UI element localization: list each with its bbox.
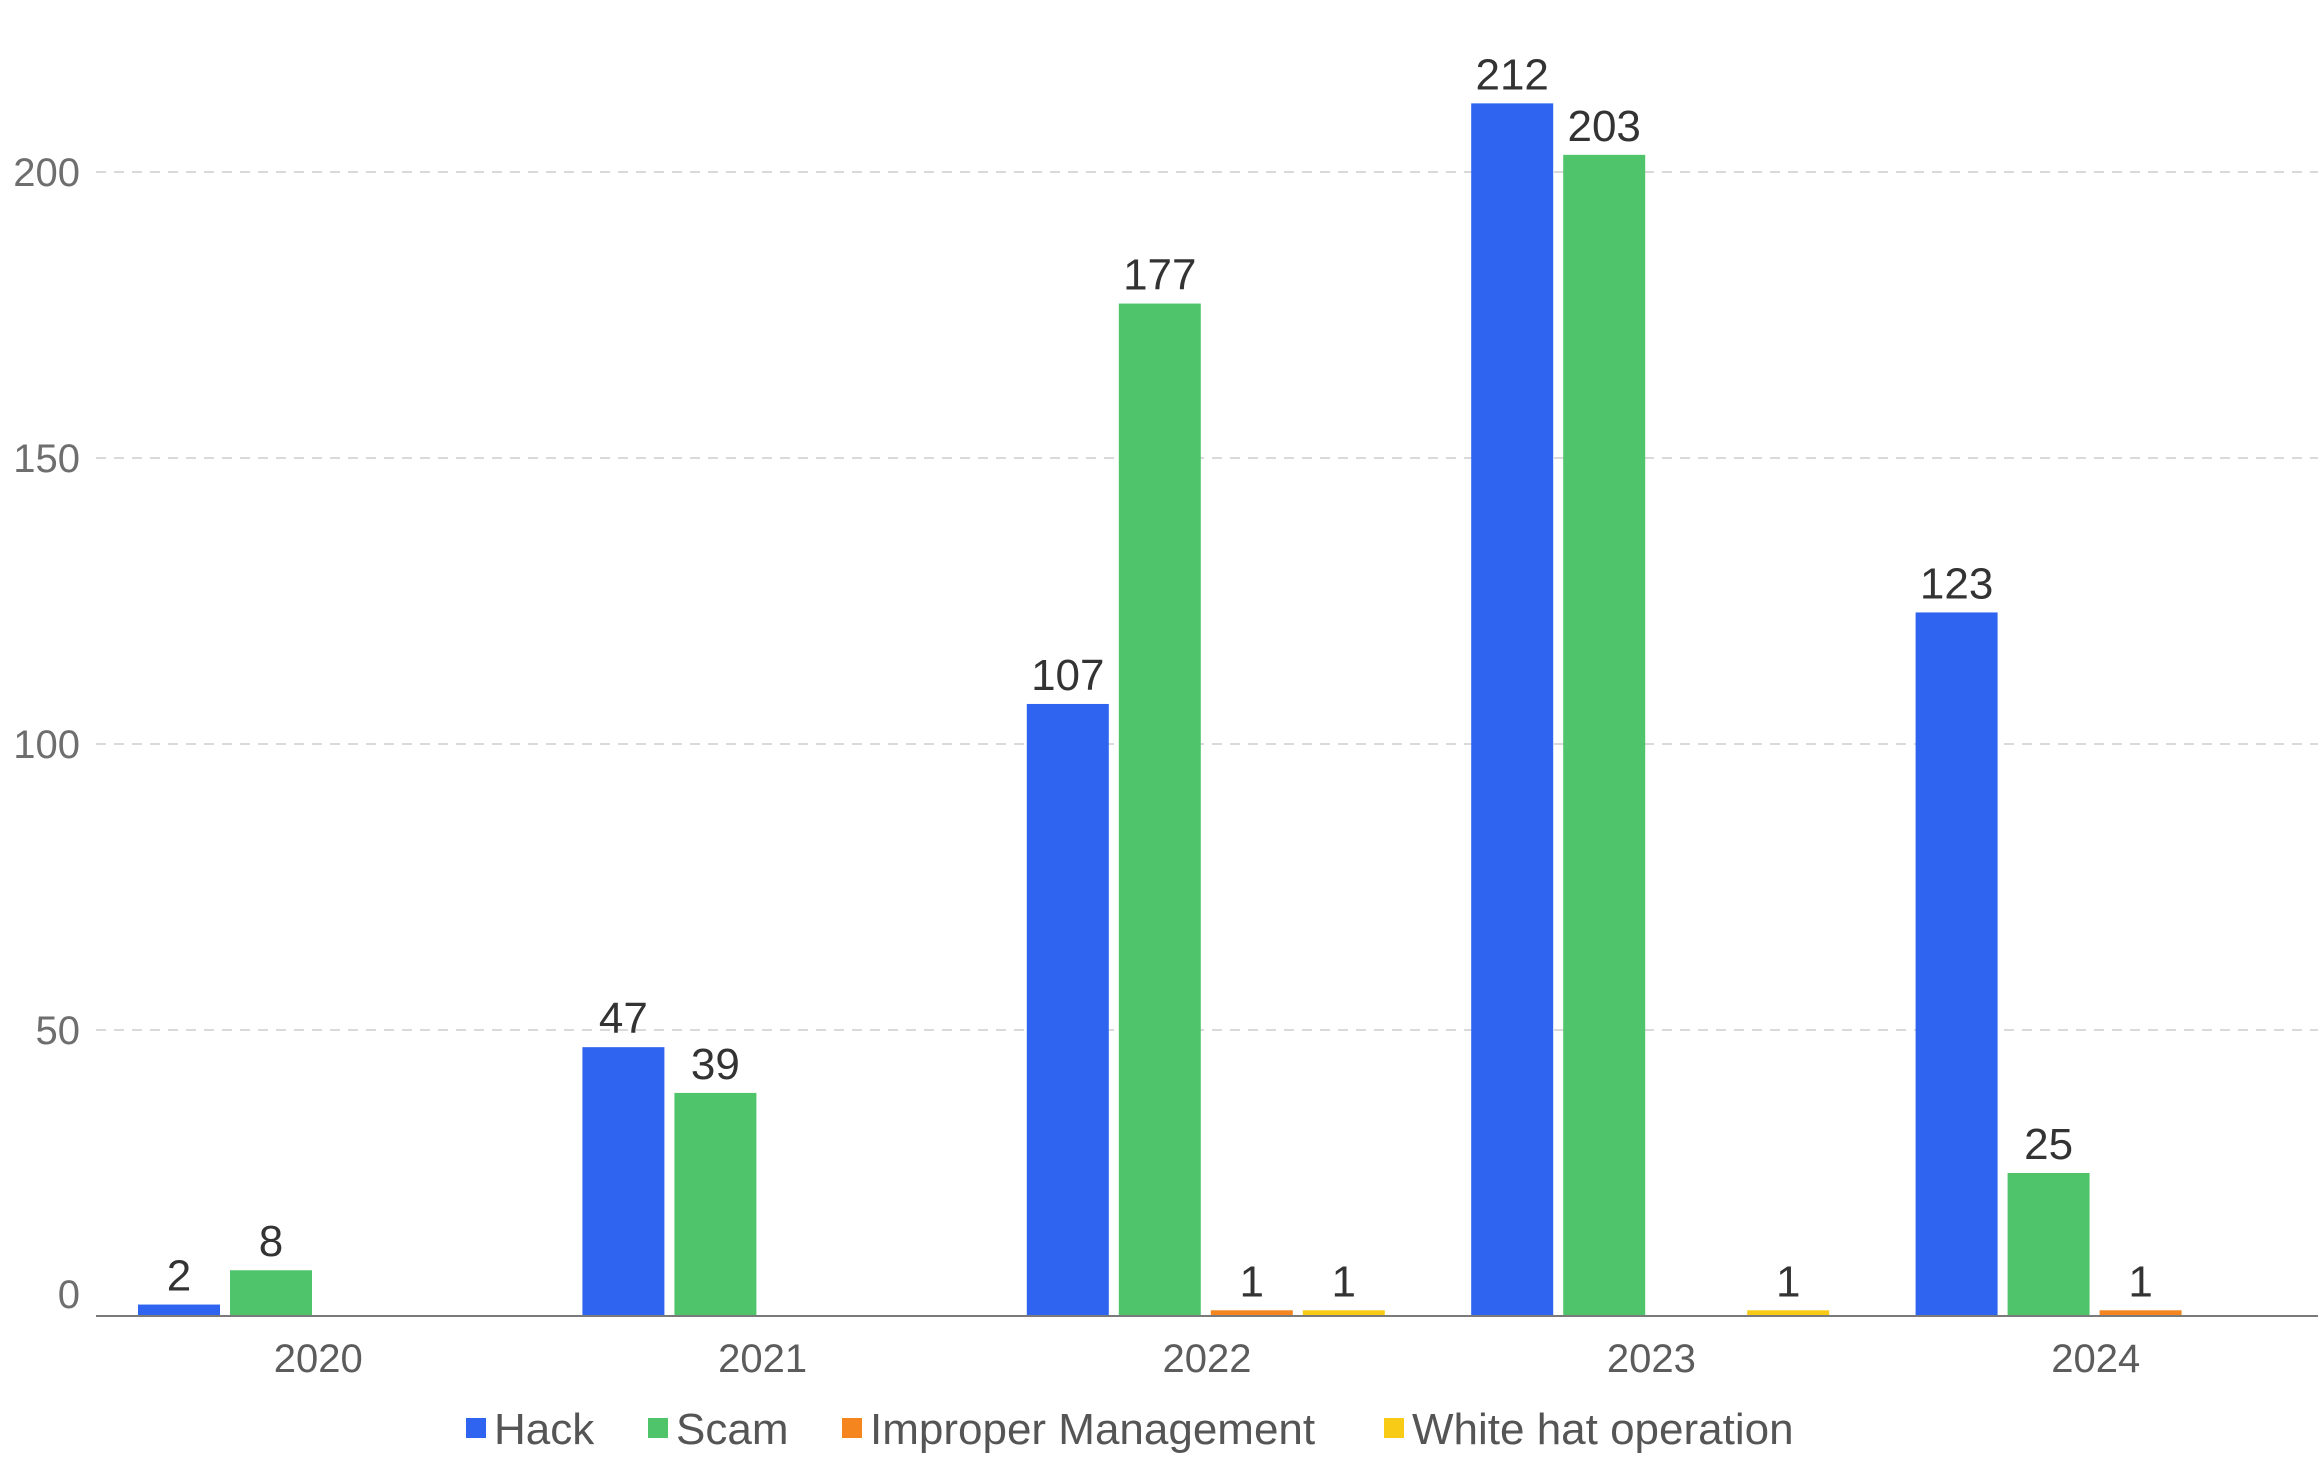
y-tick-label: 150 [13, 437, 80, 481]
data-label: 8 [259, 1217, 283, 1266]
legend-swatch [648, 1418, 668, 1438]
bar-hack-2022 [1026, 703, 1109, 1316]
legend-item-white-hat-operation: White hat operation [1384, 1405, 1794, 1454]
y-tick-label: 0 [58, 1273, 80, 1317]
data-label: 2 [167, 1252, 191, 1301]
bar-hack-2024 [1915, 612, 1998, 1316]
y-tick-label: 50 [36, 1009, 81, 1053]
y-axis-ticks: 0 50 100 150 200 [13, 151, 80, 1317]
data-label: 1 [1776, 1257, 1800, 1306]
x-tick-label-2020: 2020 [274, 1337, 363, 1381]
bar-improper-management-2022 [1210, 1310, 1293, 1316]
data-label: 47 [599, 994, 648, 1043]
data-label: 1 [2128, 1257, 2152, 1306]
legend-label: Hack [494, 1405, 595, 1454]
legend-swatch [466, 1418, 486, 1438]
y-tick-label: 200 [13, 151, 80, 195]
bar-scam-2022 [1118, 303, 1201, 1316]
x-tick-label-2023: 2023 [1607, 1337, 1696, 1381]
bar-hack-2021 [582, 1047, 665, 1316]
y-tick-label: 100 [13, 723, 80, 767]
data-label: 123 [1920, 559, 1993, 608]
legend-item-improper-management: Improper Management [842, 1405, 1315, 1454]
data-label: 212 [1475, 50, 1548, 99]
data-label: 39 [691, 1040, 740, 1089]
bar-scam-2023 [1563, 154, 1646, 1317]
x-tick-label-2021: 2021 [718, 1337, 807, 1381]
legend-label: Scam [676, 1405, 788, 1454]
data-label: 203 [1567, 102, 1640, 151]
bar-hack-2023 [1471, 103, 1554, 1317]
bar-scam-2021 [674, 1092, 757, 1316]
bar-white-hat-operation-2023 [1747, 1310, 1830, 1316]
data-label: 107 [1031, 651, 1104, 700]
legend-label: Improper Management [870, 1405, 1315, 1454]
legend-item-scam: Scam [648, 1405, 788, 1454]
data-label: 177 [1123, 251, 1196, 300]
data-label: 1 [1240, 1257, 1264, 1306]
bar-scam-2024 [2007, 1173, 2090, 1316]
bar-hack-2020 [138, 1304, 220, 1316]
legend-item-hack: Hack [466, 1405, 595, 1454]
data-label: 25 [2024, 1120, 2073, 1169]
bar-scam-2020 [230, 1270, 312, 1316]
x-tick-label-2024: 2024 [2051, 1337, 2140, 1381]
legend-swatch [1384, 1418, 1404, 1438]
x-tick-label-2022: 2022 [1163, 1337, 1252, 1381]
data-label: 1 [1332, 1257, 1356, 1306]
legend-swatch [842, 1418, 862, 1438]
legend: Hack Scam Improper Management White hat ope… [466, 1405, 1794, 1454]
data-labels: 2 8 47 39 107 177 1 1 212 203 1 123 25 1 [167, 50, 2153, 1306]
x-axis-ticks: 2020 2021 2022 2023 2024 [274, 1337, 2141, 1381]
legend-label: White hat operation [1412, 1405, 1794, 1454]
bar-improper-management-2024 [2099, 1310, 2182, 1316]
bars [138, 103, 2182, 1317]
bar-white-hat-operation-2022 [1302, 1310, 1385, 1316]
